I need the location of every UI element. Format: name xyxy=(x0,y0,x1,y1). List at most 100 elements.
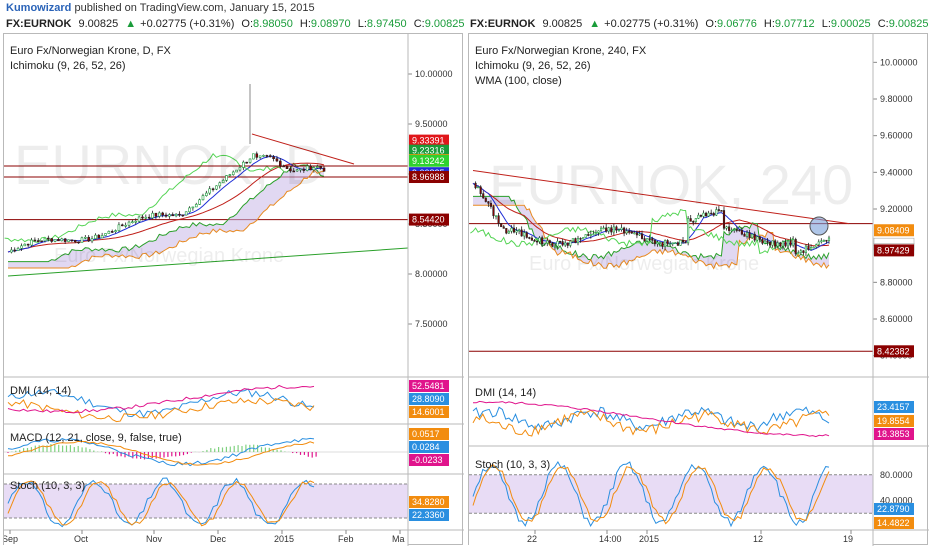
candle xyxy=(553,245,557,248)
candle xyxy=(289,168,292,172)
y-tick-label: 9.50000 xyxy=(415,119,448,129)
y-tick-label: 8.00000 xyxy=(415,269,448,279)
candle xyxy=(489,202,492,207)
indicator-tag-label: -0.0233 xyxy=(412,455,443,465)
left-high: 9.08970 xyxy=(310,18,351,30)
candle xyxy=(602,227,605,230)
candle xyxy=(120,224,124,227)
x-tick-label: 19 xyxy=(843,534,853,544)
candle xyxy=(571,238,574,242)
stoch-band xyxy=(469,474,873,514)
trend-line xyxy=(7,247,409,277)
indicator-tag-label: 0.0284 xyxy=(412,442,440,452)
cursor-marker xyxy=(809,216,829,236)
candle xyxy=(530,237,533,241)
candle xyxy=(164,214,168,217)
left-dmi-label[interactable]: DMI (14, 14) xyxy=(10,385,71,397)
dmi-minus xyxy=(472,409,830,437)
candle xyxy=(712,213,715,216)
candle xyxy=(502,226,505,229)
indicator-tag xyxy=(874,517,914,529)
candle xyxy=(299,168,302,171)
candle xyxy=(640,233,644,239)
candle xyxy=(679,239,682,246)
right-chart-panel[interactable]: EURNOK, 240 Euro Fx/Norwegian Krone Euro… xyxy=(468,33,929,546)
candle xyxy=(589,234,592,236)
candle xyxy=(815,244,818,248)
candle xyxy=(205,192,208,196)
publish-info: published on TradingView.com, January 15… xyxy=(74,2,315,14)
up-arrow-icon: ▲ xyxy=(589,18,601,30)
candle xyxy=(252,153,255,160)
x-tick-label: Dec xyxy=(210,534,227,544)
candle xyxy=(154,212,158,217)
candle xyxy=(774,240,777,247)
right-low: 9.00025 xyxy=(830,18,871,30)
candle xyxy=(804,245,808,253)
candle xyxy=(666,240,669,245)
left-ichimoku-label[interactable]: Ichimoku (9, 26, 52, 26) xyxy=(10,60,126,72)
candle xyxy=(615,226,618,231)
candle xyxy=(477,186,480,189)
candle xyxy=(16,248,20,251)
right-chart-svg[interactable]: EURNOK, 240 Euro Fx/Norwegian Krone Euro… xyxy=(469,34,929,546)
right-dmi-label[interactable]: DMI (14, 14) xyxy=(475,387,536,399)
price-tag-label: 9.33391 xyxy=(412,136,445,146)
right-ichimoku-label[interactable]: Ichimoku (9, 26, 52, 26) xyxy=(475,60,591,72)
candle xyxy=(309,165,312,171)
candle xyxy=(825,239,828,242)
price-tag xyxy=(874,345,914,358)
candle xyxy=(50,238,54,242)
price-tag-label: 9.13242 xyxy=(412,156,445,166)
candle xyxy=(587,234,590,236)
candle xyxy=(684,241,687,244)
candle xyxy=(784,241,787,247)
candle xyxy=(124,224,127,227)
candle xyxy=(730,229,733,232)
price-tag-label: 8.42382 xyxy=(877,346,910,356)
right-change: +0.02775 (+0.31%) xyxy=(604,18,699,30)
publish-header: Kumowizard published on TradingView.com,… xyxy=(0,0,932,16)
candle xyxy=(482,193,485,199)
candle xyxy=(70,239,74,242)
right-high-label: H: xyxy=(763,18,775,30)
left-macd-label[interactable]: MACD (12, 21, close, 9, false, true) xyxy=(10,432,182,444)
left-chart-panel[interactable]: EURNOK, D Euro Fx/Norwegian Krone Euro F… xyxy=(3,33,464,546)
candle xyxy=(285,166,289,169)
candle xyxy=(535,240,539,243)
left-chart-title: Euro Fx/Norwegian Krone, D, FX xyxy=(10,45,171,57)
indicator-tag-label: 28.8090 xyxy=(412,394,445,404)
price-tag-label: 8.96988 xyxy=(412,172,445,182)
x-tick-label: 2015 xyxy=(274,534,294,544)
candle xyxy=(211,188,215,191)
candle xyxy=(722,210,726,229)
stoch-d xyxy=(7,480,315,527)
y-tick-label: 8.80000 xyxy=(880,277,913,287)
candle xyxy=(26,243,30,246)
author-name[interactable]: Kumowizard xyxy=(6,2,72,14)
indicator-tag-label: 19.8554 xyxy=(877,416,910,426)
candle xyxy=(715,209,718,216)
candle xyxy=(235,169,238,173)
candle xyxy=(751,233,754,238)
indicator-tag-label: 14.4822 xyxy=(877,518,910,528)
indicator-tag xyxy=(409,509,449,521)
candle xyxy=(812,246,815,249)
right-wma-label[interactable]: WMA (100, close) xyxy=(475,75,562,87)
indicator-tag xyxy=(874,401,914,413)
candle xyxy=(548,240,551,244)
candle xyxy=(518,229,521,232)
y-tick-label: 7.50000 xyxy=(415,319,448,329)
price-tag xyxy=(409,154,449,167)
price-tag-label: 9.08409 xyxy=(877,225,910,235)
candle xyxy=(610,227,613,233)
candle xyxy=(228,174,232,176)
right-stoch-label[interactable]: Stoch (10, 3, 3) xyxy=(475,459,550,471)
stoch-band xyxy=(4,484,408,518)
candle xyxy=(157,212,161,217)
left-chart-svg[interactable]: EURNOK, D Euro Fx/Norwegian Krone Euro F… xyxy=(4,34,464,546)
candle xyxy=(599,227,603,232)
candle xyxy=(302,168,306,171)
left-stoch-label[interactable]: Stoch (10, 3, 3) xyxy=(10,480,85,492)
x-tick-label: 12 xyxy=(753,534,763,544)
